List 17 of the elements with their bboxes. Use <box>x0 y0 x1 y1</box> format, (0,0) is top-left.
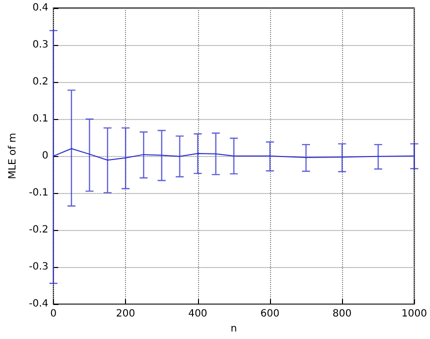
y-tick-label: -0.3 <box>28 262 48 273</box>
y-tick-label: 0 <box>42 150 48 162</box>
y-tick-label: -0.4 <box>28 298 48 310</box>
x-tick-label: 1000 <box>402 308 427 320</box>
x-tick-label: 400 <box>188 308 208 320</box>
x-tick-label: 0 <box>50 308 57 320</box>
x-tick-label: 600 <box>260 308 280 320</box>
y-tick-label: 0.3 <box>32 40 48 51</box>
y-tick-label: -0.1 <box>28 188 48 199</box>
y-tick-label: -0.2 <box>28 224 48 236</box>
x-axis-title: n <box>230 324 238 334</box>
y-axis-title: MLE of m <box>8 132 18 180</box>
y-tick-label: 0.2 <box>32 76 48 88</box>
x-tick-label: 200 <box>116 308 136 320</box>
y-tick-label: 0.4 <box>32 2 48 14</box>
x-tick-label: 800 <box>332 308 352 320</box>
y-tick-label: 0.1 <box>32 114 48 125</box>
